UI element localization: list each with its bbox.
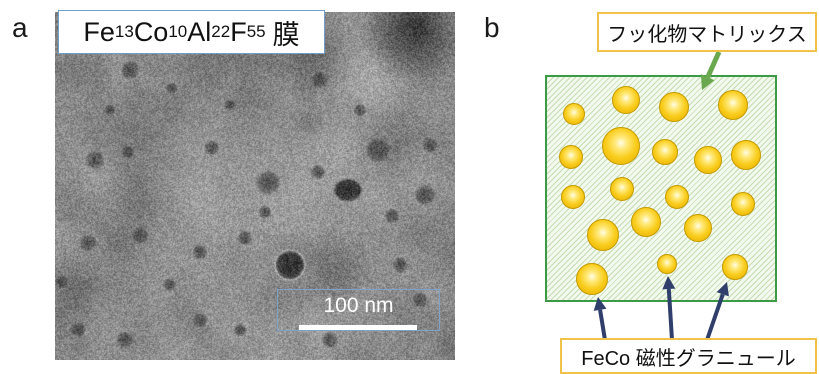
feco-granule: [612, 86, 640, 114]
feco-granule: [657, 254, 677, 274]
feco-granule: [718, 90, 748, 120]
tem-micrograph: [55, 12, 455, 360]
granule-arrow-shaft: [598, 309, 607, 341]
film-composition-label: Fe 13 Co 10 Al 22 F 55 膜: [58, 10, 325, 54]
feco-granule: [731, 192, 755, 216]
feco-granule: [722, 254, 748, 280]
feco-granule: [631, 207, 661, 237]
element-symbol: F: [230, 16, 247, 47]
feco-granule: [610, 177, 634, 201]
feco-granule: [659, 92, 689, 122]
feco-granule: [587, 219, 619, 251]
matrix-label: フッ化物マトリックス: [597, 12, 817, 52]
feco-granule: [561, 185, 585, 209]
element-symbol: Fe: [83, 16, 115, 47]
feco-granule: [652, 139, 678, 165]
matrix-label-text: フッ化物マトリックス: [607, 23, 807, 46]
feco-granule: [602, 127, 640, 165]
granule-label-text: FeCo 磁性グラニュール: [581, 347, 796, 370]
feco-granule: [684, 214, 712, 242]
scale-bar-label: 100 nm: [323, 294, 394, 317]
feco-granule: [576, 263, 608, 295]
scale-bar-line: [299, 325, 417, 330]
scale-bar: 100 nm: [277, 289, 440, 331]
matrix-arrow-shaft: [705, 50, 722, 79]
element-symbol: Co: [133, 16, 169, 47]
feco-granule: [563, 103, 585, 125]
panel-letter-a: a: [12, 12, 28, 43]
element-symbol: Al: [187, 16, 212, 47]
feco-granule: [559, 145, 583, 169]
film-suffix: 膜: [272, 19, 300, 50]
granule-label: FeCo 磁性グラニュール: [560, 338, 817, 374]
panel-letter-b: b: [484, 12, 500, 43]
feco-granule: [694, 146, 722, 174]
feco-granule: [731, 140, 761, 170]
feco-granule: [665, 185, 689, 209]
granule-arrow: [593, 297, 607, 341]
